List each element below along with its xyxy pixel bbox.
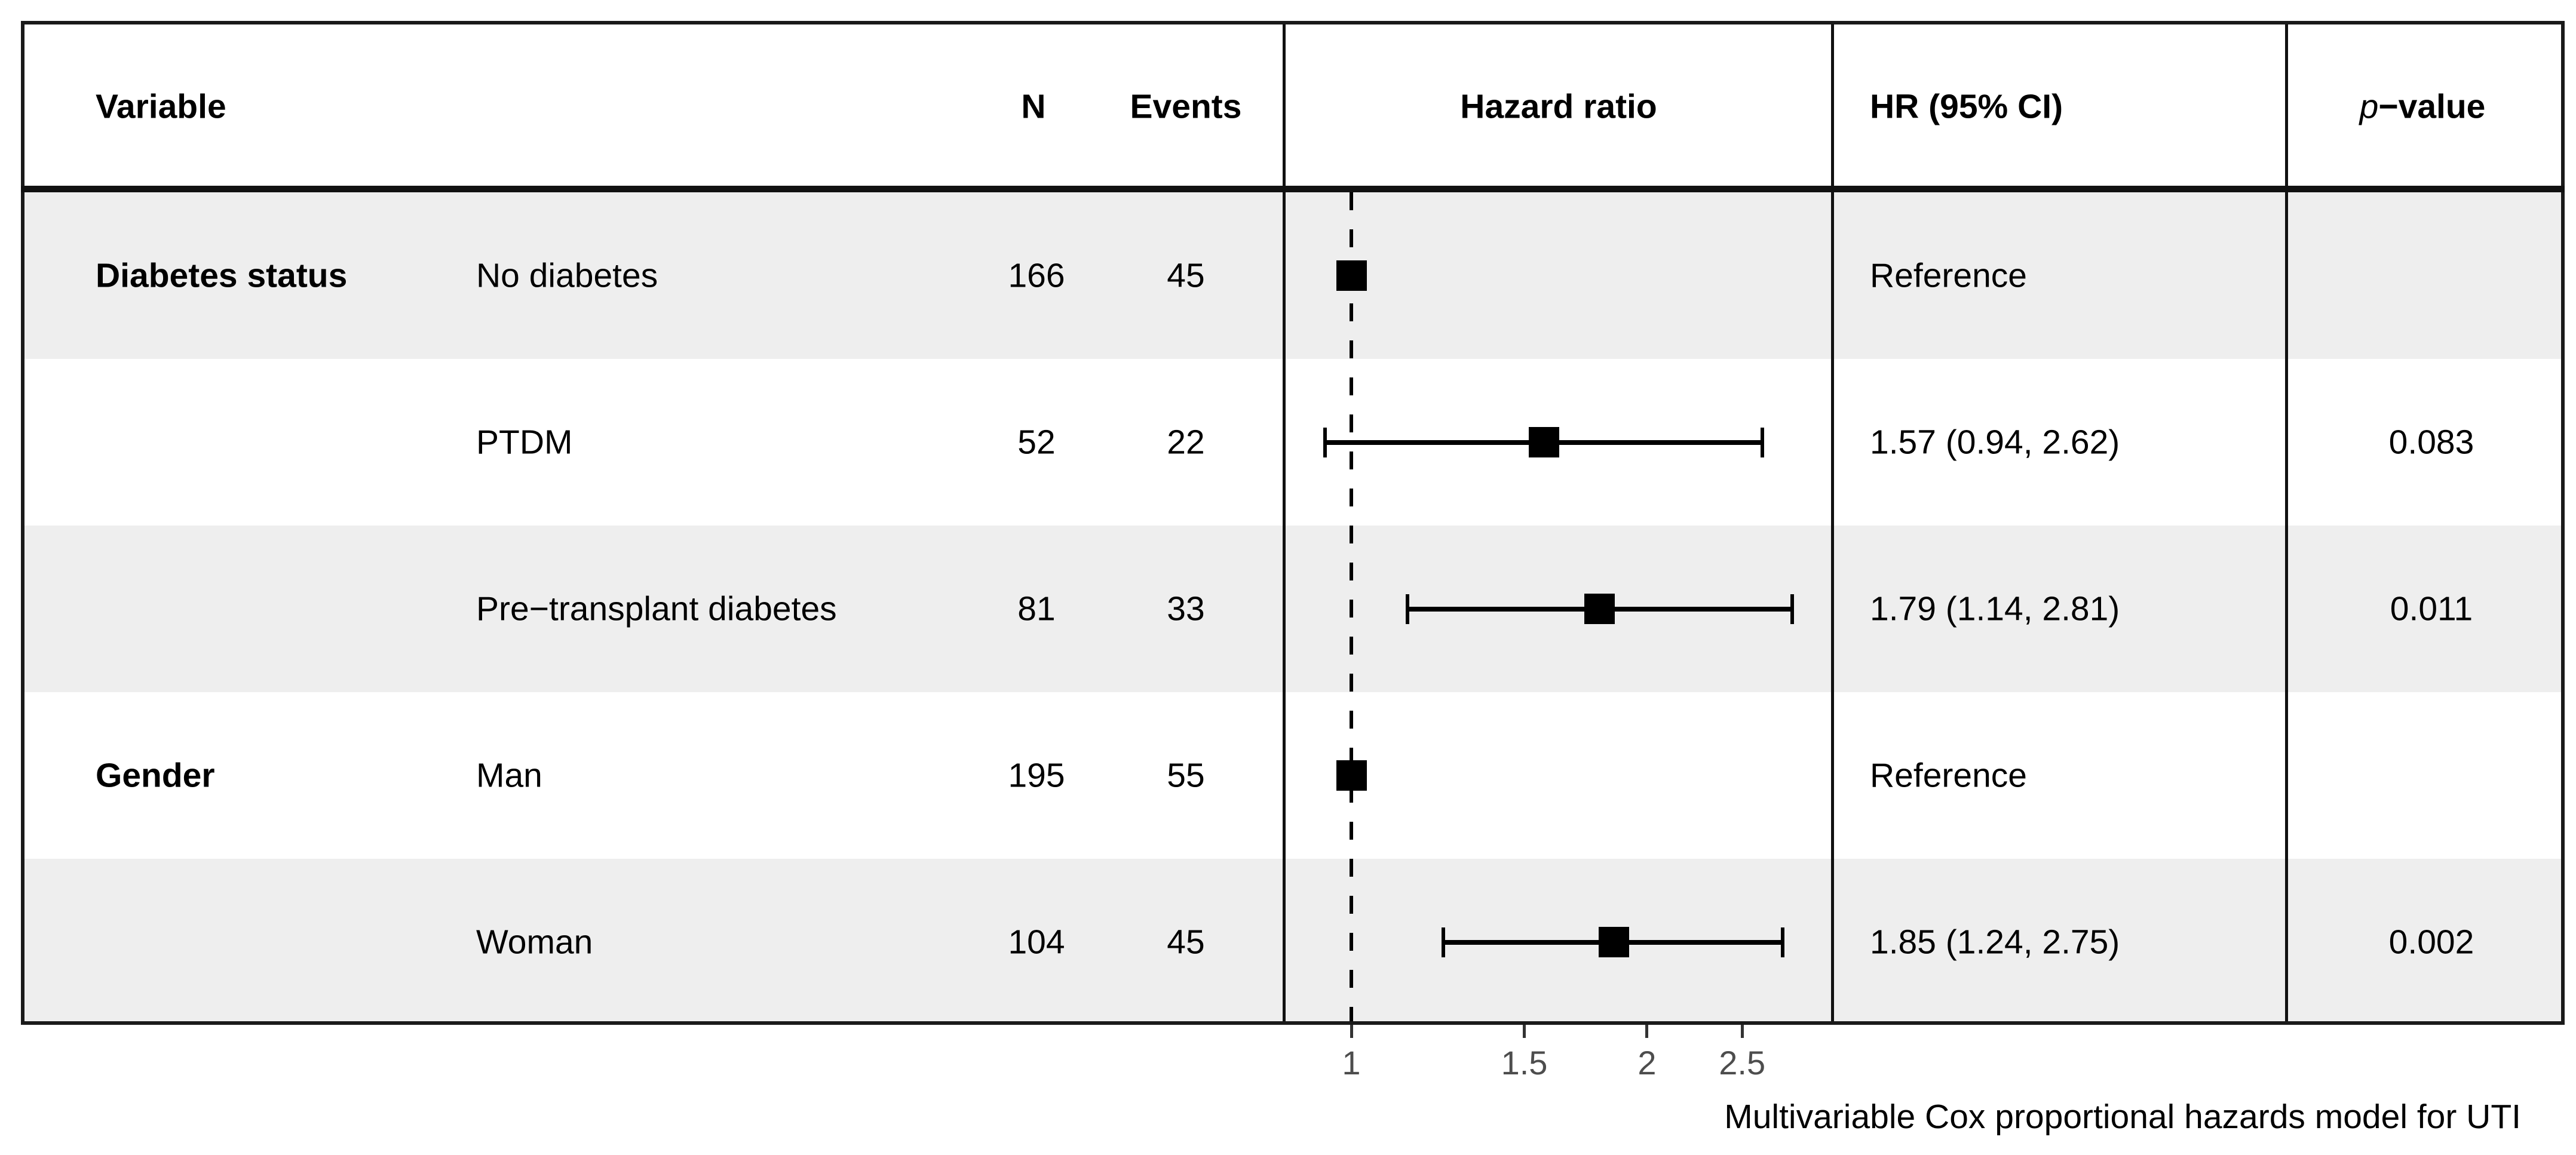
table-row-stripe <box>23 526 2562 692</box>
hr-point-marker <box>1598 927 1629 957</box>
row-variable-label: Gender <box>96 756 215 794</box>
row-hr-ci-label: 1.79 (1.14, 2.81) <box>1870 589 2120 628</box>
hr-point-marker <box>1336 260 1367 291</box>
row-level-label: Pre−transplant diabetes <box>476 589 837 628</box>
column-divider-pvalue-left <box>2285 21 2288 1025</box>
ci-cap-left <box>1405 594 1409 624</box>
x-axis-tick <box>1523 1025 1526 1038</box>
row-hr-ci-label: 1.85 (1.24, 2.75) <box>1870 923 2120 961</box>
pvalue-header-rest: −value <box>2378 87 2486 126</box>
x-axis-tick-label: 2.5 <box>1719 1044 1766 1082</box>
row-n-value: 195 <box>1008 756 1065 794</box>
row-hr-ci-label: 1.57 (0.94, 2.62) <box>1870 423 2120 461</box>
column-header-n: N <box>1021 87 1046 126</box>
row-events-value: 45 <box>1167 256 1205 294</box>
column-header-hazard-ratio: Hazard ratio <box>1460 87 1657 126</box>
x-axis-tick-label: 1 <box>1342 1044 1361 1082</box>
hr-point-marker <box>1336 760 1367 791</box>
row-pvalue: 0.083 <box>2388 423 2474 461</box>
ci-cap-right <box>1760 427 1764 457</box>
ci-cap-right <box>1781 927 1785 957</box>
table-row-stripe <box>23 192 2562 359</box>
row-hr-ci-label: Reference <box>1870 756 2027 794</box>
pvalue-header-p: p <box>2359 87 2379 126</box>
column-header-variable: Variable <box>96 87 226 126</box>
row-pvalue: 0.011 <box>2390 589 2473 628</box>
reference-line-hr1 <box>1350 192 1353 1024</box>
ci-cap-left <box>1323 427 1327 457</box>
row-n-value: 166 <box>1008 256 1065 294</box>
figure-caption: Multivariable Cox proportional hazards m… <box>1724 1098 2521 1136</box>
column-divider-plot-left <box>1283 21 1286 1025</box>
header-separator <box>21 186 2565 192</box>
row-level-label: No diabetes <box>476 256 658 294</box>
row-events-value: 45 <box>1167 923 1205 961</box>
ci-cap-left <box>1441 927 1445 957</box>
row-variable-label: Diabetes status <box>96 256 348 294</box>
ci-cap-right <box>1790 594 1794 624</box>
x-axis-tick-label: 2 <box>1637 1044 1657 1082</box>
row-hr-ci-label: Reference <box>1870 256 2027 294</box>
x-axis-tick <box>1740 1025 1744 1038</box>
x-axis-tick <box>1645 1025 1649 1038</box>
row-events-value: 33 <box>1167 589 1205 628</box>
x-axis-tick-label: 1.5 <box>1501 1044 1548 1082</box>
row-level-label: PTDM <box>476 423 573 461</box>
row-n-value: 52 <box>1017 423 1056 461</box>
row-events-value: 22 <box>1167 423 1205 461</box>
column-header-pvalue: p−value <box>2360 90 2486 124</box>
column-header-hr-ci: HR (95% CI) <box>1870 87 2063 126</box>
row-pvalue: 0.002 <box>2388 923 2474 961</box>
x-axis-tick <box>1350 1025 1353 1038</box>
row-n-value: 81 <box>1017 589 1056 628</box>
column-divider-hrci-left <box>1831 21 1834 1025</box>
row-events-value: 55 <box>1167 756 1205 794</box>
row-level-label: Man <box>476 756 542 794</box>
row-n-value: 104 <box>1008 923 1065 961</box>
hr-point-marker <box>1584 594 1615 624</box>
column-header-events: Events <box>1130 87 1242 126</box>
row-level-label: Woman <box>476 923 593 961</box>
hr-point-marker <box>1528 427 1559 457</box>
table-row-stripe <box>23 859 2562 1025</box>
